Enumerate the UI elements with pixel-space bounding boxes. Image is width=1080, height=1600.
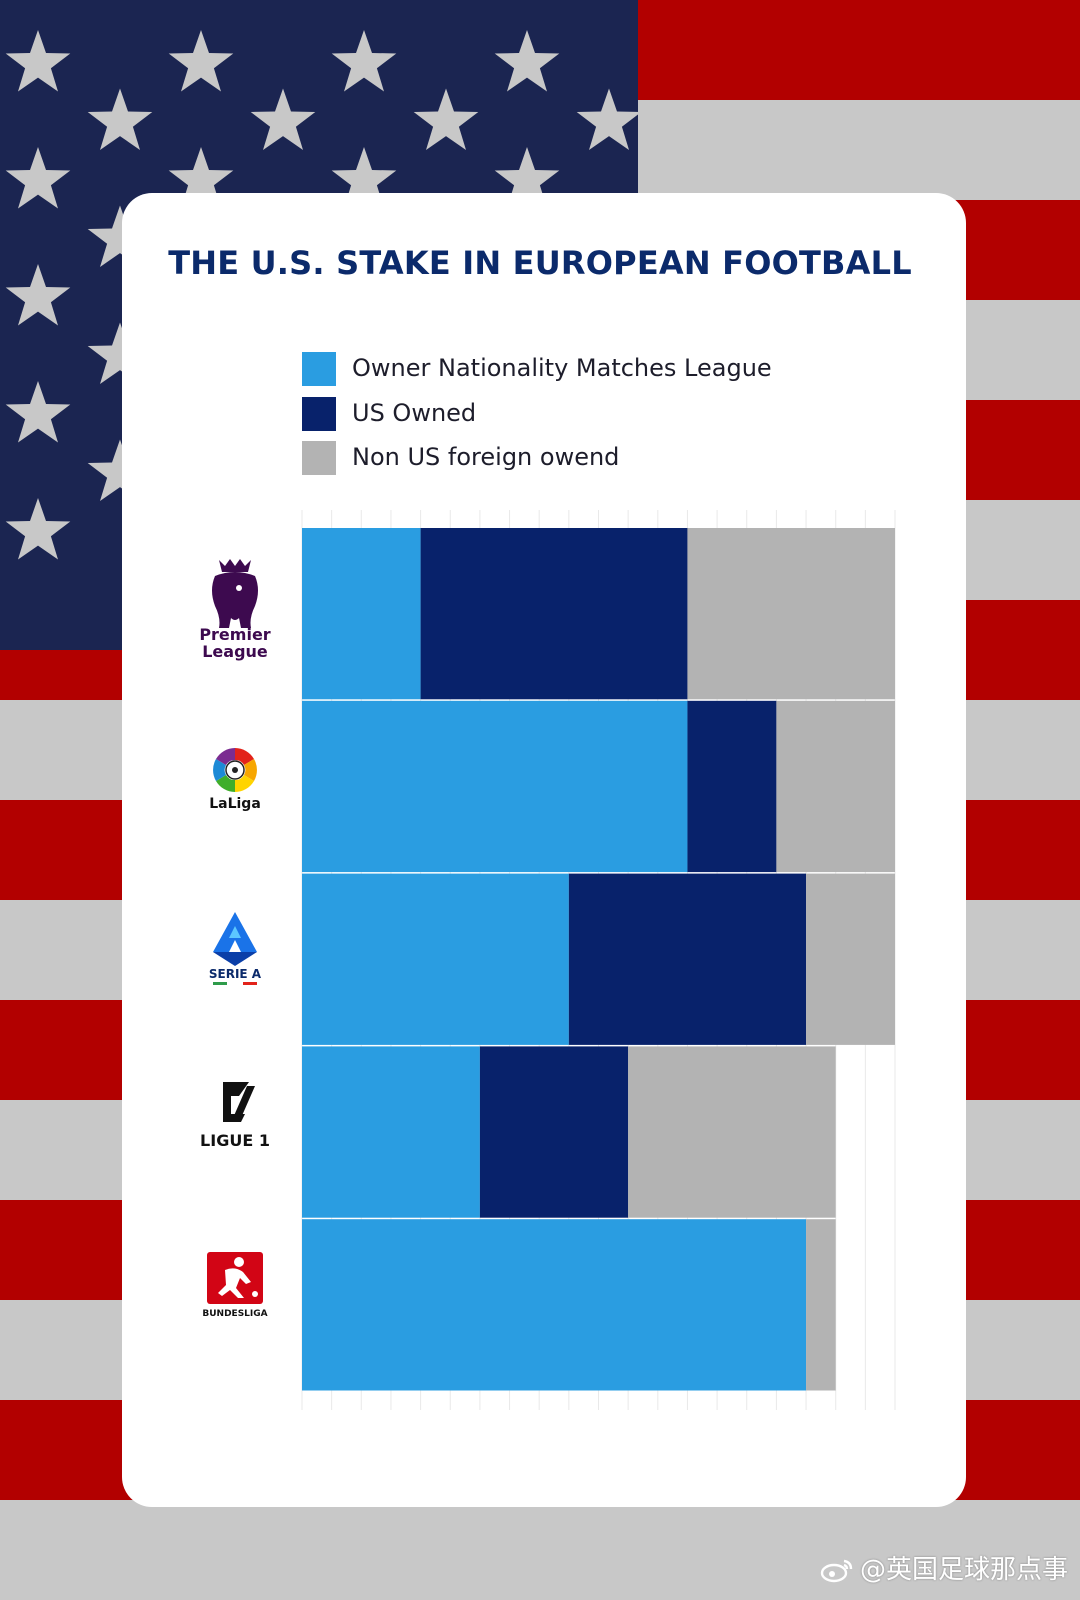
legend-label-non-us-foreign: Non US foreign owend [352,443,620,471]
flag-star [87,322,153,384]
bar-segment [776,700,895,873]
flag-stripe [0,1500,1080,1600]
bar-segment [687,700,777,873]
flag-star [5,147,71,209]
flag-star [168,147,234,209]
legend-swatch-owner-nationality [302,352,336,386]
legend-label-owner-nationality: Owner Nationality Matches League [352,354,772,382]
bar-segment [302,1046,480,1218]
bar-segment [302,700,688,873]
flag-star [413,88,479,150]
watermark-text: @英国足球那点事 [859,1555,1068,1585]
legend-swatch-us-owned [302,397,336,431]
bar-segment [302,873,569,1045]
flag-star [576,88,642,150]
bundesliga-text: BUNDESLIGA [202,1309,267,1319]
watermark: @英国足球那点事 [820,1549,1068,1586]
chart-title: THE U.S. STAKE IN EUROPEAN FOOTBALL [168,244,912,282]
bar-segment [628,1046,836,1218]
bar-segment [479,1046,629,1218]
laliga-text: LaLiga [209,796,261,812]
ligue-1-icon: LIGUE 1 [200,1082,270,1150]
legend-label-us-owned: US Owned [352,399,477,427]
serie-a-icon: SERIE A [209,912,262,985]
flag-star [87,439,153,501]
flag-star [168,30,234,92]
flag-star [5,381,71,443]
flag-star [494,147,560,209]
flag-star [5,264,71,326]
bar-segment [302,528,421,700]
ligue-1-text: LIGUE 1 [200,1131,270,1150]
flag-star [250,88,316,150]
premier-league-text-1: Premier [199,625,270,644]
flag-star [87,205,153,267]
flag-star [5,498,71,560]
flag-star [331,147,397,209]
bar-segment [806,1219,836,1391]
flag-star [5,30,71,92]
bar-segment [687,528,895,700]
premier-league-lion-icon: Premier League [199,559,271,661]
flag-star [494,30,560,92]
legend-swatch-non-us-foreign [302,441,336,475]
laliga-ball-icon: LaLiga [209,748,261,812]
flag-star [87,88,153,150]
premier-league-text-2: League [202,642,268,661]
flag-star [331,30,397,92]
bar-segment [806,873,895,1045]
bar-segment [302,1219,807,1391]
weibo-icon [820,1559,853,1583]
bundesliga-player-icon: BUNDESLIGA [202,1252,268,1319]
serie-a-text: SERIE A [209,967,262,981]
bar-segment [568,873,807,1045]
bar-segment [420,528,688,700]
